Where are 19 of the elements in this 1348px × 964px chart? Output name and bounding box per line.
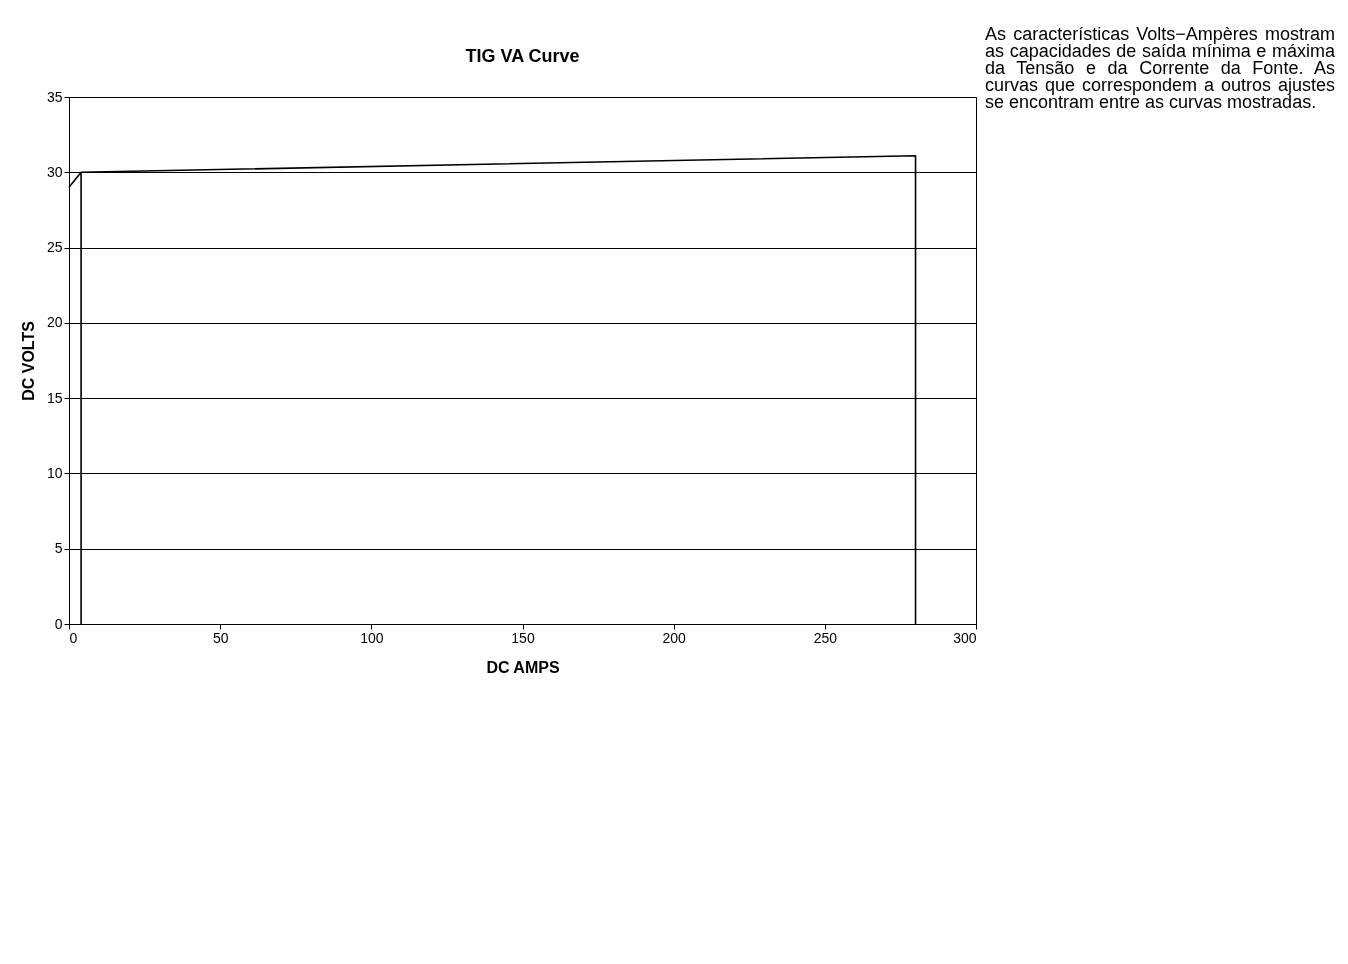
y-tick-label: 25 [46, 239, 63, 256]
y-tick-label: 5 [54, 540, 63, 557]
x-tick-label: 300 [953, 629, 977, 646]
y-tick-label: 10 [46, 464, 63, 481]
x-tick-label: 100 [360, 629, 384, 646]
x-axis-title: DC AMPS [486, 658, 560, 676]
x-tick-label: 0 [69, 629, 78, 646]
y-tick-label: 35 [46, 88, 63, 105]
y-tick-label: 20 [46, 314, 63, 331]
y-axis-title: DC VOLTS [19, 320, 37, 401]
chart-title: TIG VA Curve [465, 46, 580, 66]
y-tick-label: 30 [46, 163, 63, 180]
text: As características Volts−Ampères mostram as capacidades de saída mínima e máxima da Tensão e da Corrente da Fonte. As curvas que correspondem a outros ajustes se encontram entre as curvas mostradas. [985, 24, 1335, 112]
x-tick-label: 150 [511, 629, 535, 646]
x-tick-label: 200 [662, 629, 687, 646]
x-tick-label: 50 [212, 629, 229, 646]
y-tick-label: 15 [46, 389, 63, 406]
y-tick-label: 0 [54, 615, 63, 632]
x-tick-label: 250 [813, 629, 838, 646]
